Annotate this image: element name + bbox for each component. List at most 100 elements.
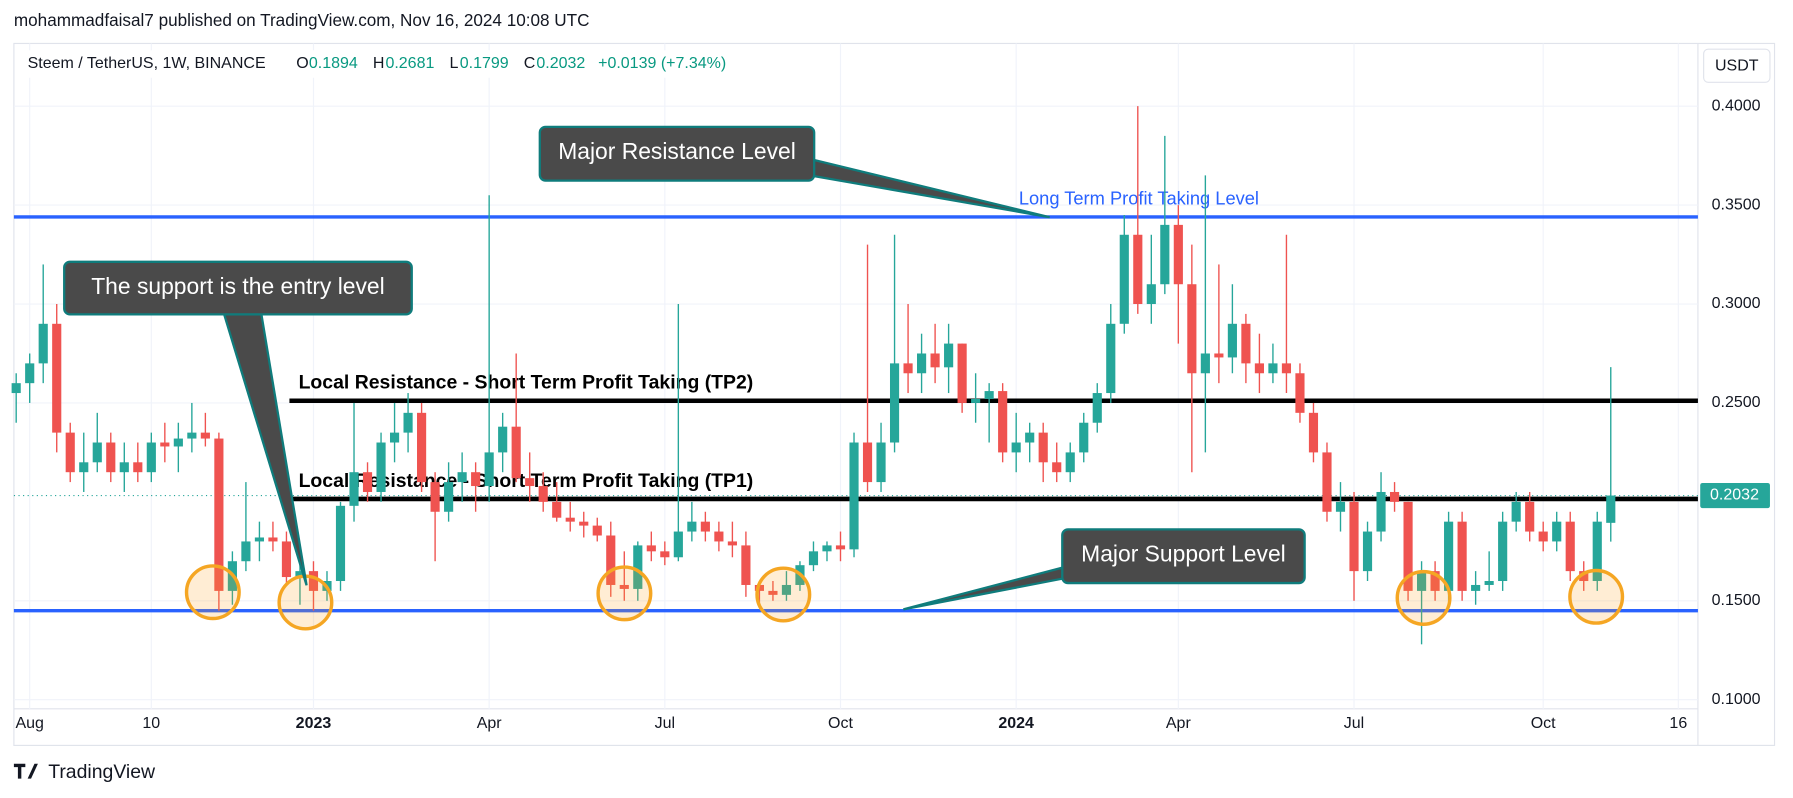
callout: Major Support Level xyxy=(903,528,1306,611)
candle-body xyxy=(1511,501,1521,522)
candle-body xyxy=(525,478,535,487)
x-tick-label: Jul xyxy=(1344,715,1364,732)
candle-body xyxy=(741,545,751,585)
callout-pointer xyxy=(798,158,1050,219)
candle-body xyxy=(1565,521,1575,572)
change-label: +0.0139 (+7.34%) xyxy=(598,55,726,72)
brand-logo: TradingView xyxy=(13,761,156,783)
ohlc-value: 0.1894 xyxy=(309,55,358,72)
candle-body xyxy=(376,442,386,492)
y-tick-label: 0.4000 xyxy=(1712,97,1761,114)
ohlc-letter: O xyxy=(296,55,308,72)
candle-body xyxy=(1484,581,1494,585)
candle-body xyxy=(52,323,62,433)
last-price-tag xyxy=(1700,482,1770,509)
candle-body xyxy=(119,462,129,473)
ohlc-value: 0.1799 xyxy=(460,55,509,72)
candle-body xyxy=(1227,323,1237,358)
candle-body xyxy=(917,353,927,374)
candle-body xyxy=(1376,491,1386,532)
candle-body xyxy=(471,472,481,487)
y-tick-label: 0.3000 xyxy=(1712,295,1761,312)
candle-body xyxy=(687,521,697,532)
candle-body xyxy=(484,452,494,487)
candle-body xyxy=(673,531,683,558)
candle-body xyxy=(38,323,48,364)
candle-body xyxy=(781,584,792,595)
candle-body xyxy=(1106,323,1116,394)
ohlc-letter: L xyxy=(449,55,458,72)
callout: Major Resistance Level xyxy=(538,125,1050,219)
candle-body xyxy=(511,426,521,479)
x-tick-label: Oct xyxy=(828,715,853,732)
x-tick-label: Oct xyxy=(1531,715,1556,732)
candle-body xyxy=(25,363,35,384)
candle-body xyxy=(133,462,143,473)
logo-mark xyxy=(13,763,38,779)
candle-body xyxy=(187,432,197,439)
candle-body xyxy=(281,541,292,578)
candle-body xyxy=(1538,531,1548,542)
candle-body xyxy=(362,472,373,492)
candle-body xyxy=(417,412,427,483)
candle-body xyxy=(1038,432,1048,463)
candle-body xyxy=(849,442,859,550)
candle-body xyxy=(930,353,940,368)
x-tick-label: Aug xyxy=(15,715,43,732)
candle-body xyxy=(1092,393,1102,423)
candle-body xyxy=(200,432,210,439)
candle-body xyxy=(1119,234,1129,324)
level-label: Long Term Profit Taking Level xyxy=(1019,188,1259,209)
support-touch xyxy=(1568,568,1625,625)
candle-body xyxy=(403,412,413,433)
callout-pointer xyxy=(903,564,1071,611)
y-tick-label: 0.3500 xyxy=(1712,196,1761,213)
currency-button[interactable] xyxy=(1703,48,1771,83)
candle-body xyxy=(1525,501,1535,532)
candles xyxy=(11,106,1616,645)
ohlc-letter: H xyxy=(373,55,385,72)
candle-body xyxy=(876,442,886,483)
candle-body xyxy=(498,426,508,453)
candle-body xyxy=(552,501,562,518)
ohlc-value: 0.2032 xyxy=(536,55,585,72)
candle-body xyxy=(457,472,467,483)
y-tick-label: 0.1500 xyxy=(1712,592,1761,609)
x-tick-label: 16 xyxy=(1669,715,1687,732)
candle-body xyxy=(1281,363,1292,374)
candle-body xyxy=(444,482,454,512)
legend-backdrop xyxy=(16,50,748,78)
candle-body xyxy=(11,383,21,394)
candle-body xyxy=(1430,571,1440,591)
candle-body xyxy=(1349,501,1359,572)
candle-body xyxy=(1471,584,1481,591)
candle-body xyxy=(92,442,102,463)
callout-text: Major Resistance Level xyxy=(558,138,796,164)
candle-body xyxy=(214,438,224,591)
x-tick-label: 2024 xyxy=(998,715,1034,732)
candle-body xyxy=(1606,495,1616,523)
candle-body xyxy=(768,590,778,595)
x-tick-label: Apr xyxy=(1166,715,1192,732)
ohlc-letter: C xyxy=(524,55,536,72)
candle-body xyxy=(944,343,954,368)
support-touch xyxy=(755,566,812,623)
candle-body xyxy=(1592,521,1602,582)
candle-body xyxy=(1403,501,1413,591)
candle-body xyxy=(835,545,846,550)
candle-body xyxy=(565,517,575,522)
y-tick-label: 0.2500 xyxy=(1712,394,1761,411)
candle-body xyxy=(808,551,819,566)
candle-body xyxy=(349,472,359,506)
candle-body xyxy=(889,363,900,443)
candle-body xyxy=(1214,353,1224,358)
support-touch xyxy=(596,565,653,622)
candle-body xyxy=(592,525,602,536)
candle-body xyxy=(79,462,89,473)
candle-body xyxy=(1579,571,1589,582)
callout-pointer xyxy=(221,309,308,586)
publish-header: mohammadfaisal7 published on TradingView… xyxy=(14,10,590,30)
candle-body xyxy=(430,482,440,512)
currency-label[interactable]: USDT xyxy=(1715,58,1759,75)
candle-body xyxy=(538,486,548,502)
